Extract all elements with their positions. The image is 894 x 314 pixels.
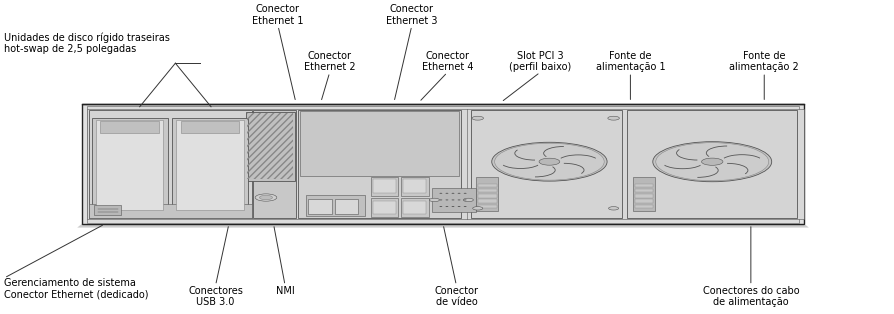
Circle shape	[439, 193, 442, 194]
Circle shape	[463, 199, 466, 200]
Text: Fonte de
alimentação 2: Fonte de alimentação 2	[729, 51, 798, 72]
FancyBboxPatch shape	[246, 111, 294, 181]
Circle shape	[429, 198, 439, 202]
FancyBboxPatch shape	[370, 198, 398, 217]
FancyBboxPatch shape	[88, 109, 804, 219]
Text: Slot PCI 3
(perfil baixo): Slot PCI 3 (perfil baixo)	[509, 51, 570, 72]
FancyBboxPatch shape	[253, 110, 296, 218]
FancyBboxPatch shape	[100, 121, 159, 133]
Circle shape	[655, 143, 768, 181]
FancyBboxPatch shape	[634, 199, 653, 203]
Circle shape	[457, 199, 460, 200]
Text: Conector
Ethernet 1: Conector Ethernet 1	[252, 4, 303, 26]
Circle shape	[701, 158, 722, 165]
FancyBboxPatch shape	[181, 121, 239, 133]
FancyBboxPatch shape	[477, 205, 496, 208]
FancyBboxPatch shape	[401, 177, 428, 196]
Circle shape	[463, 198, 473, 202]
Circle shape	[439, 199, 442, 200]
Circle shape	[451, 199, 454, 200]
FancyBboxPatch shape	[96, 120, 164, 210]
FancyBboxPatch shape	[308, 199, 332, 214]
Text: Conectores do cabo
de alimentação: Conectores do cabo de alimentação	[702, 285, 798, 307]
Text: Conector
Ethernet 4: Conector Ethernet 4	[421, 51, 473, 72]
Circle shape	[445, 199, 448, 200]
Circle shape	[445, 206, 448, 207]
FancyBboxPatch shape	[476, 177, 497, 211]
Text: NMI: NMI	[275, 285, 294, 295]
FancyBboxPatch shape	[306, 195, 365, 215]
Circle shape	[652, 142, 771, 182]
Circle shape	[463, 193, 466, 194]
Circle shape	[451, 193, 454, 194]
FancyBboxPatch shape	[634, 194, 653, 198]
FancyBboxPatch shape	[634, 205, 653, 208]
FancyBboxPatch shape	[477, 199, 496, 203]
Circle shape	[494, 143, 603, 180]
Text: Fonte de
alimentação 1: Fonte de alimentação 1	[595, 51, 664, 72]
Text: Unidades de disco rígido traseiras
hot-swap de 2,5 polegadas: Unidades de disco rígido traseiras hot-s…	[4, 32, 170, 54]
Circle shape	[491, 142, 606, 181]
Text: Gerenciamento de sistema
Conector Ethernet (dedicado): Gerenciamento de sistema Conector Ethern…	[4, 278, 148, 300]
FancyBboxPatch shape	[403, 180, 426, 193]
FancyBboxPatch shape	[477, 194, 496, 198]
FancyBboxPatch shape	[373, 180, 396, 193]
FancyBboxPatch shape	[432, 188, 475, 212]
Circle shape	[457, 193, 460, 194]
Circle shape	[457, 206, 460, 207]
Circle shape	[439, 206, 442, 207]
FancyBboxPatch shape	[477, 184, 496, 187]
FancyBboxPatch shape	[370, 177, 398, 196]
FancyBboxPatch shape	[172, 118, 248, 212]
Circle shape	[255, 194, 276, 201]
Polygon shape	[77, 224, 808, 228]
Text: Conector
Ethernet 2: Conector Ethernet 2	[304, 51, 355, 72]
FancyBboxPatch shape	[373, 201, 396, 214]
Circle shape	[445, 193, 448, 194]
Circle shape	[471, 116, 483, 120]
FancyBboxPatch shape	[634, 189, 653, 192]
Circle shape	[259, 195, 272, 200]
FancyBboxPatch shape	[94, 205, 122, 215]
Circle shape	[463, 206, 466, 207]
FancyBboxPatch shape	[87, 106, 798, 223]
FancyBboxPatch shape	[89, 204, 251, 218]
Circle shape	[607, 116, 619, 120]
Circle shape	[538, 158, 559, 165]
Text: Conectores
USB 3.0: Conectores USB 3.0	[188, 285, 242, 307]
FancyBboxPatch shape	[176, 120, 243, 210]
Circle shape	[472, 207, 482, 210]
FancyBboxPatch shape	[634, 184, 653, 187]
Circle shape	[608, 207, 618, 210]
FancyBboxPatch shape	[92, 118, 167, 212]
FancyBboxPatch shape	[299, 110, 460, 218]
FancyBboxPatch shape	[299, 111, 459, 176]
FancyBboxPatch shape	[401, 198, 428, 217]
FancyBboxPatch shape	[89, 110, 251, 218]
Text: Conector
Ethernet 3: Conector Ethernet 3	[385, 4, 437, 26]
Text: Conector
de vídeo: Conector de vídeo	[434, 285, 478, 307]
FancyBboxPatch shape	[81, 104, 804, 224]
FancyBboxPatch shape	[627, 110, 797, 218]
FancyBboxPatch shape	[403, 201, 426, 214]
FancyBboxPatch shape	[470, 110, 621, 218]
FancyBboxPatch shape	[632, 177, 654, 211]
FancyBboxPatch shape	[477, 189, 496, 192]
Circle shape	[451, 206, 454, 207]
FancyBboxPatch shape	[334, 199, 358, 214]
